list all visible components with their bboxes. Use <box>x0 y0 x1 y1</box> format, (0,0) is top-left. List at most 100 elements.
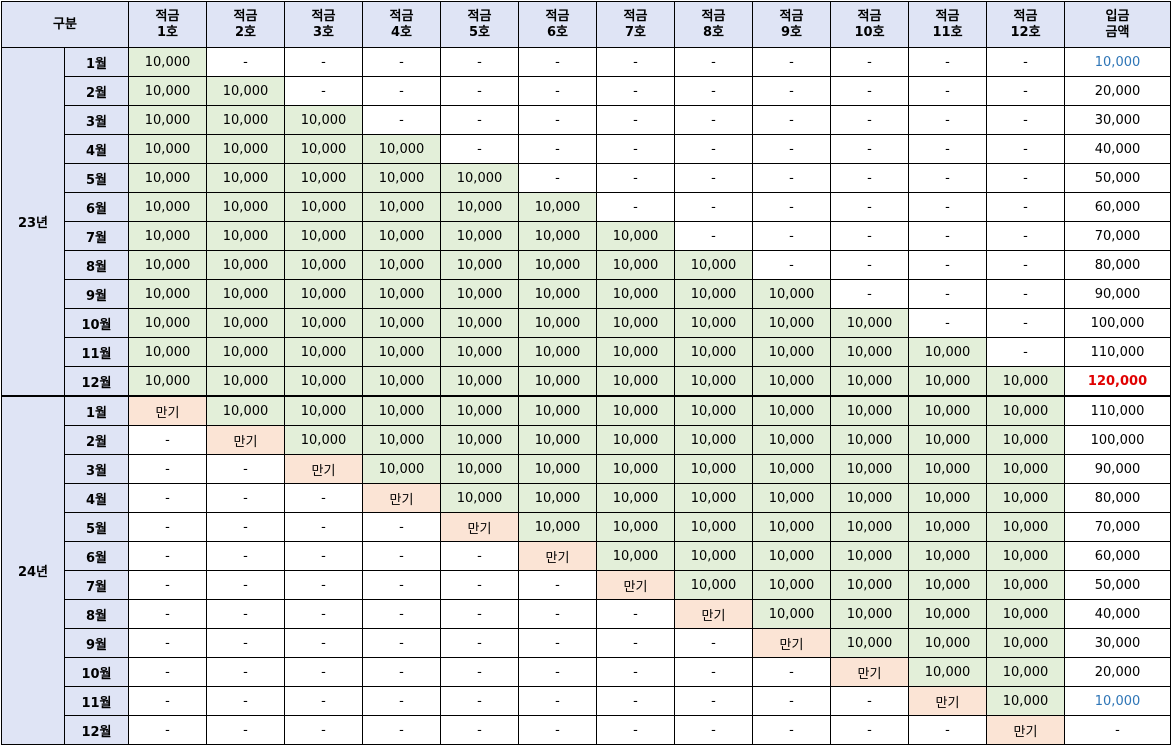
deposit-cell: 10,000 <box>284 163 364 193</box>
empty-cell: - <box>674 715 754 745</box>
month-label: 3월 <box>63 454 130 484</box>
empty-cell: - <box>206 657 286 687</box>
empty-cell: - <box>206 47 286 77</box>
empty-cell: - <box>830 163 910 193</box>
month-label: 9월 <box>63 279 130 309</box>
table-row: 6월 - - - - - 만기 10,000 10,000 10,000 10,000 10,000 1… <box>2 541 1171 571</box>
month-label: 5월 <box>63 512 130 542</box>
deposit-cell: 10,000 <box>830 483 910 513</box>
deposit-cell: 10,000 <box>908 541 988 571</box>
empty-cell: - <box>830 192 910 222</box>
deposit-cell: 10,000 <box>440 366 520 397</box>
deposit-cell: 10,000 <box>518 250 598 280</box>
deposit-cell: 10,000 <box>284 308 364 338</box>
deposit-cell: 10,000 <box>206 366 286 397</box>
table-row: 2월 10,000 10,000- - - - - - - - - -20,000 <box>2 76 1171 106</box>
deposit-total-cell: 90,000 <box>1064 454 1171 484</box>
empty-cell: - <box>362 570 442 600</box>
empty-cell: - <box>362 47 442 77</box>
deposit-cell: 10,000 <box>440 192 520 222</box>
header-category: 구분 <box>0 1 130 48</box>
deposit-cell: 10,000 <box>362 134 442 164</box>
empty-cell: - <box>206 686 286 716</box>
empty-cell: - <box>128 599 208 629</box>
empty-cell: - <box>440 541 520 571</box>
header-col-6: 적금 6호 <box>518 1 598 48</box>
deposit-cell: 10,000 <box>128 163 208 193</box>
deposit-cell: 10,000 <box>752 599 832 629</box>
empty-cell: - <box>518 686 598 716</box>
empty-cell: - <box>752 715 832 745</box>
empty-cell: - <box>284 570 364 600</box>
deposit-cell: 10,000 <box>752 425 832 455</box>
empty-cell: - <box>830 76 910 106</box>
header-col-4: 적금 4호 <box>362 1 442 48</box>
empty-cell: - <box>674 105 754 135</box>
deposit-cell: 10,000 <box>362 192 442 222</box>
empty-cell: - <box>752 76 832 106</box>
deposit-cell: 10,000 <box>674 425 754 455</box>
header-col-3: 적금 3호 <box>284 1 364 48</box>
deposit-total-cell: 60,000 <box>1064 192 1171 222</box>
deposit-cell: 10,000 <box>830 454 910 484</box>
deposit-cell: 10,000 <box>830 599 910 629</box>
empty-cell: - <box>284 657 364 687</box>
empty-cell: - <box>830 221 910 251</box>
empty-cell: - <box>206 483 286 513</box>
deposit-cell: 10,000 <box>206 76 286 106</box>
empty-cell: - <box>518 599 598 629</box>
deposit-total-cell: - <box>1064 715 1171 745</box>
month-label: 11월 <box>63 337 130 367</box>
deposit-cell: 10,000 <box>206 134 286 164</box>
deposit-cell: 10,000 <box>986 570 1066 600</box>
deposit-cell: 10,000 <box>518 221 598 251</box>
deposit-cell: 10,000 <box>440 221 520 251</box>
empty-cell: - <box>752 47 832 77</box>
table-row: 10월 10,000 10,000 10,000 10,000 10,000 10,000 1… <box>2 308 1171 338</box>
deposit-total-cell: 10,000 <box>1064 47 1171 77</box>
empty-cell: - <box>518 570 598 600</box>
empty-cell: - <box>986 192 1066 222</box>
empty-cell: - <box>752 134 832 164</box>
empty-cell: - <box>752 163 832 193</box>
deposit-cell: 10,000 <box>752 541 832 571</box>
deposit-cell: 10,000 <box>596 250 676 280</box>
deposit-total-cell: 50,000 <box>1064 163 1171 193</box>
deposit-cell: 10,000 <box>206 250 286 280</box>
empty-cell: - <box>596 105 676 135</box>
deposit-cell: 10,000 <box>284 395 364 426</box>
empty-cell: - <box>128 686 208 716</box>
maturity-cell: 만기 <box>518 541 598 571</box>
empty-cell: - <box>206 570 286 600</box>
deposit-cell: 10,000 <box>362 395 442 426</box>
deposit-cell: 10,000 <box>752 279 832 309</box>
deposit-cell: 10,000 <box>908 425 988 455</box>
header-col-8: 적금 8호 <box>674 1 754 48</box>
empty-cell: - <box>674 76 754 106</box>
empty-cell: - <box>206 715 286 745</box>
deposit-cell: 10,000 <box>128 47 208 77</box>
deposit-cell: 10,000 <box>986 599 1066 629</box>
deposit-cell: 10,000 <box>830 366 910 397</box>
empty-cell: - <box>908 105 988 135</box>
deposit-cell: 10,000 <box>284 366 364 397</box>
table-row: 5월 - - - - 만기 10,000 10,000 10,000 10,000 10,000 10… <box>2 512 1171 542</box>
table-row: 2월 - 만기 10,000 10,000 10,000 10,000 10,000 10,00… <box>2 425 1171 455</box>
empty-cell: - <box>284 512 364 542</box>
deposit-total-cell: 90,000 <box>1064 279 1171 309</box>
deposit-cell: 10,000 <box>362 337 442 367</box>
deposit-cell: 10,000 <box>596 425 676 455</box>
table-row: 7월 10,000 10,000 10,000 10,000 10,000 10,000 10… <box>2 221 1171 251</box>
empty-cell: - <box>596 47 676 77</box>
table-row: 7월 - - - - - - 만기 10,000 10,000 10,000 10,000 10,000… <box>2 570 1171 600</box>
month-label: 11월 <box>63 686 130 716</box>
month-label: 8월 <box>63 250 130 280</box>
empty-cell: - <box>908 134 988 164</box>
table-row: 24년 1월 만기 10,000 10,000 10,000 10,000 10,000 10,… <box>1 395 1171 745</box>
deposit-cell: 10,000 <box>362 279 442 309</box>
deposit-cell: 10,000 <box>830 628 910 658</box>
empty-cell: - <box>362 541 442 571</box>
maturity-cell: 만기 <box>440 512 520 542</box>
empty-cell: - <box>596 192 676 222</box>
deposit-cell: 10,000 <box>284 425 364 455</box>
